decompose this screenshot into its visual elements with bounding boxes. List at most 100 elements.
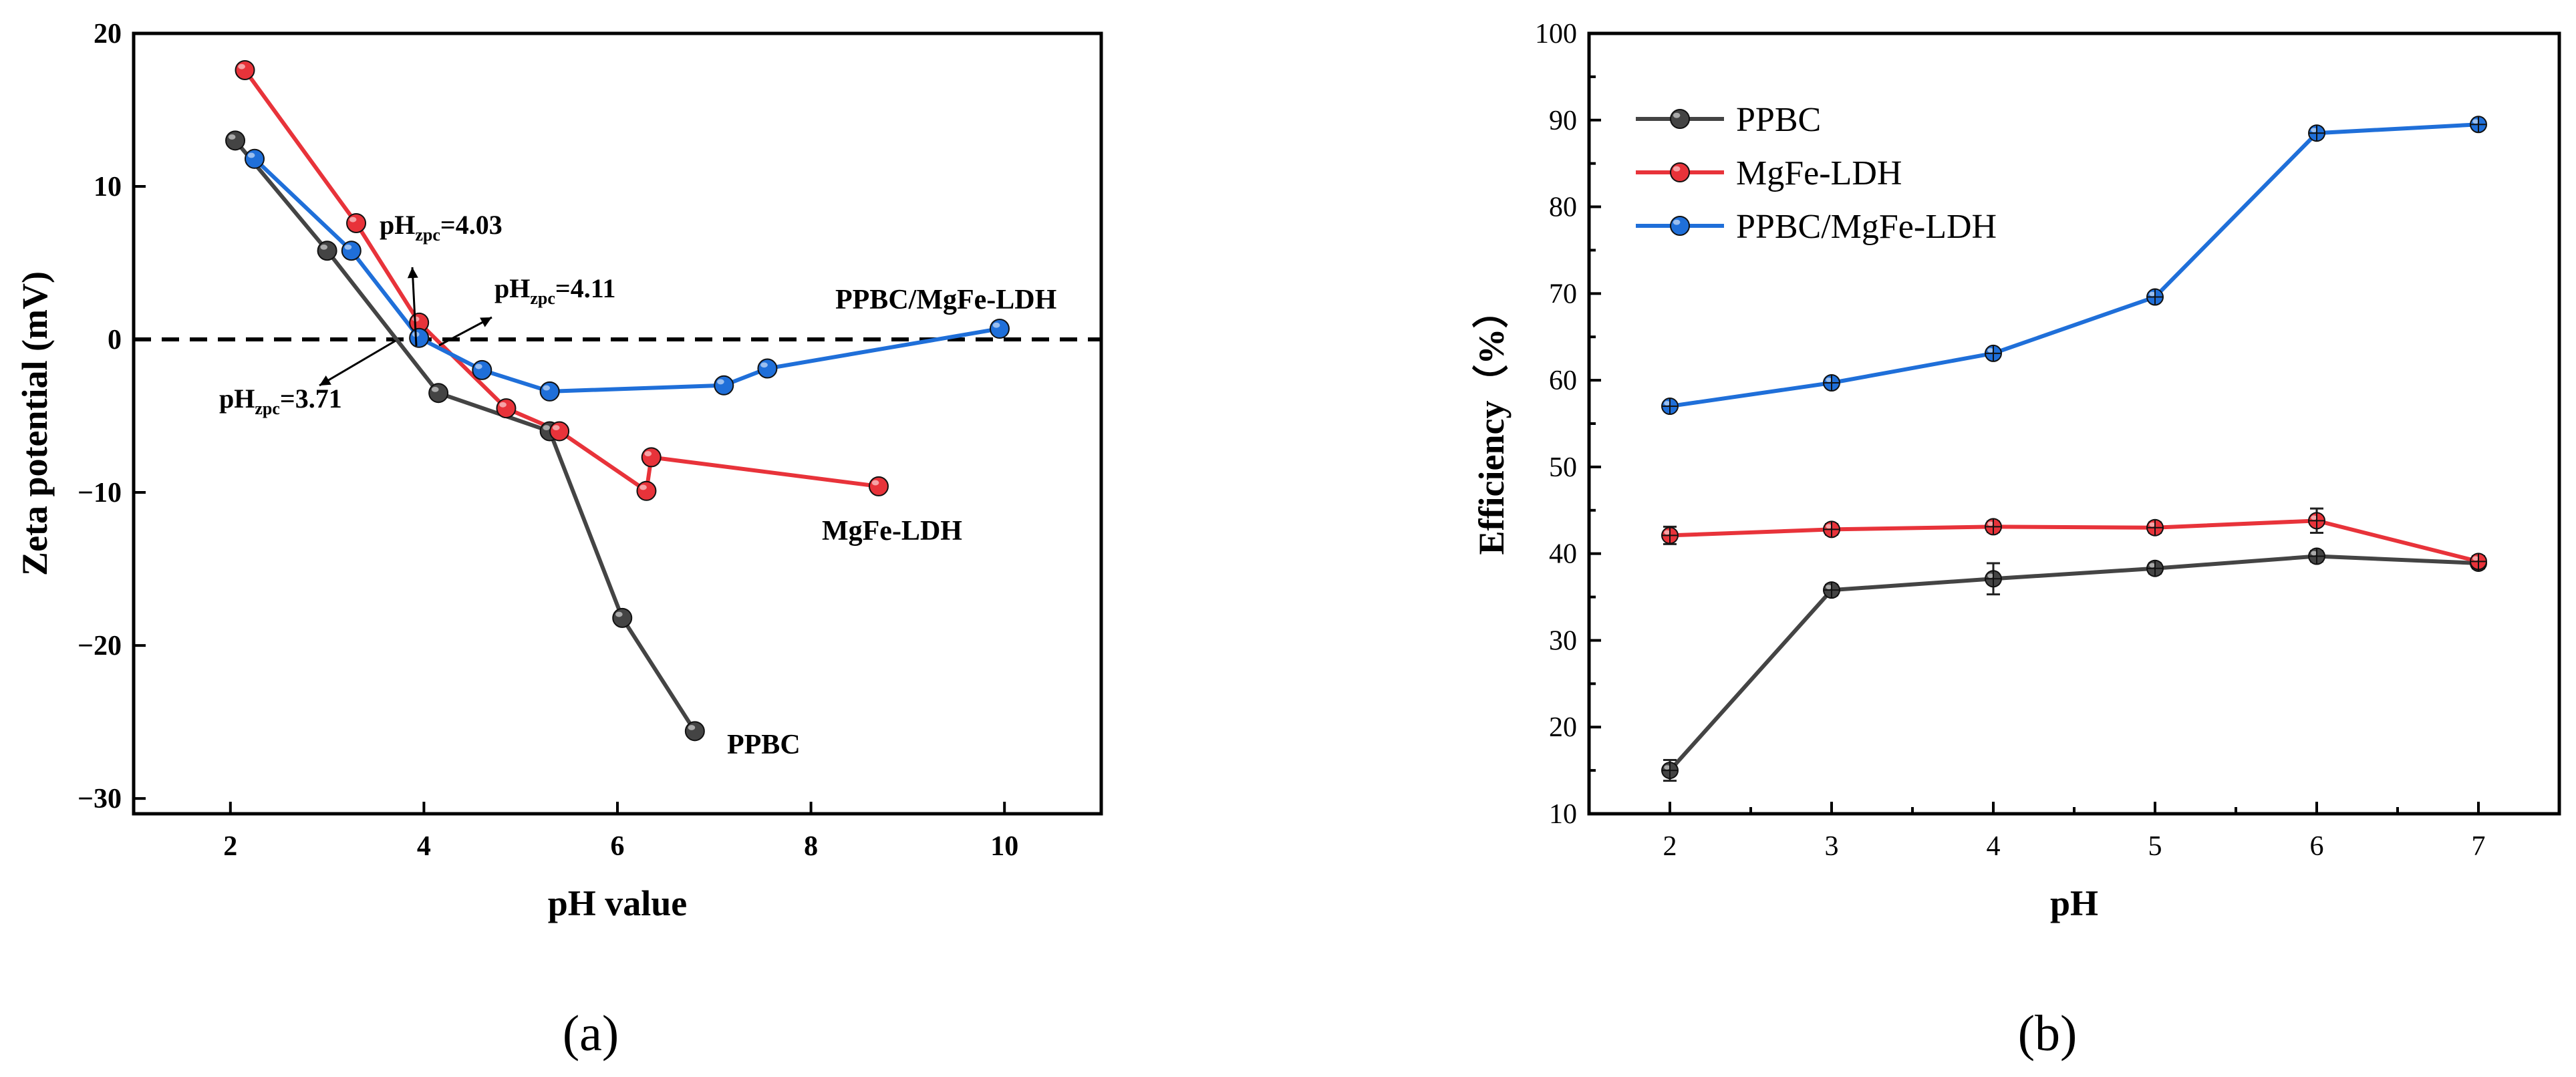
legend-label-ppbc-mgfe-ldh: PPBC/MgFe-LDH (1736, 208, 1997, 246)
point-mgfe-ldh-highlight (639, 484, 647, 490)
series-line-ppbc-mgfe-ldh (253, 157, 1000, 394)
point-ppbc-mgfe-ldh-highlight (760, 362, 768, 368)
y-tick-label: 100 (1535, 19, 1577, 49)
point-ppbc-mgfe-ldh (409, 327, 430, 348)
point-ppbc-highlight (1664, 765, 1671, 770)
x-tick-label: 10 (990, 831, 1018, 862)
legend-swatch-marker-mgfe-ldh-fill (1670, 162, 1690, 182)
legend-swatch-marker-ppbc-highlight (1673, 112, 1681, 118)
point-mgfe-ldh-highlight (644, 451, 652, 456)
annotation-arrow (319, 339, 396, 387)
series-line-ppbc (1668, 554, 2479, 772)
point-ppbc (684, 721, 705, 742)
x-tick-label: 2 (223, 831, 237, 862)
y-tick-label: −20 (78, 631, 122, 661)
series-line-ppbc (233, 139, 697, 732)
point-mgfe-ldh (641, 447, 662, 468)
y-tick-label: 90 (1549, 106, 1577, 136)
plot-frame (132, 31, 1103, 816)
series-label-mgfe-ldh: MgFe-LDH (822, 516, 962, 547)
point-ppbc-highlight (543, 425, 551, 431)
point-ppbc-mgfe-ldh (757, 358, 778, 379)
point-ppbc-mgfe-ldh-highlight (1664, 401, 1671, 406)
point-ppbc-highlight (2311, 551, 2317, 556)
series-line-ppbc-mgfe-ldh (1669, 122, 2479, 409)
point-mgfe-ldh-fill (549, 421, 570, 442)
point-ppbc-mgfe-ldh-highlight (1987, 347, 1994, 353)
point-mgfe-ldh-highlight (238, 63, 245, 69)
point-mgfe-ldh-highlight (2472, 556, 2479, 561)
point-mgfe-ldh-fill (496, 398, 517, 419)
legend-label-mgfe-ldh: MgFe-LDH (1736, 154, 1902, 192)
point-ppbc-mgfe-ldh (714, 375, 734, 396)
point-mgfe-ldh-fill (868, 476, 889, 496)
x-tick-label: 7 (2472, 831, 2486, 862)
point-mgfe-ldh (235, 59, 255, 80)
point-ppbc-mgfe-ldh (539, 381, 560, 402)
point-ppbc-mgfe-ldh-highlight (2311, 128, 2317, 133)
point-ppbc-mgfe-ldh-fill (539, 381, 560, 402)
point-ppbc-highlight (2149, 563, 2156, 568)
point-mgfe-ldh (868, 476, 889, 496)
series-label-ppbc: PPBC (727, 730, 801, 760)
panel-a-zeta-potential-chart: 2 4 6 8 10 −30 −20 −10 0 10 20 pH value Zeta potenti… (15, 19, 1103, 1062)
point-ppbc-mgfe-ldh (472, 359, 492, 380)
point-ppbc-highlight (688, 725, 696, 730)
x-axis-title: pH (2050, 883, 2098, 923)
y-tick-label: 70 (1549, 279, 1577, 309)
point-ppbc-mgfe-ldh-fill (989, 319, 1010, 339)
point-mgfe-ldh-highlight (2149, 522, 2156, 527)
point-mgfe-ldh-fill (641, 447, 662, 468)
legend-swatch-marker-mgfe-ldh-highlight (1673, 166, 1681, 172)
pHzpc-annotation: pHzpc=4.11 (494, 273, 616, 308)
point-mgfe-ldh-highlight (349, 216, 357, 222)
y-axis-title: Efficiency（%） (1471, 293, 1512, 555)
point-mgfe-ldh (496, 398, 517, 419)
legend-swatch-marker-ppbc (1670, 109, 1690, 129)
legend-swatch-marker-ppbc-fill (1670, 109, 1690, 129)
y-axis-title: Zeta potential (mV) (15, 271, 55, 576)
point-mgfe-ldh-fill (636, 480, 657, 501)
point-ppbc-mgfe-ldh-fill (245, 148, 265, 169)
point-ppbc-fill (428, 383, 449, 404)
legend-swatch-marker-ppbc-mgfe-ldh-highlight (1673, 219, 1681, 225)
point-mgfe-ldh-fill (346, 212, 367, 233)
pHzpc-annotation: pHzpc=3.71 (219, 383, 342, 418)
y-tick-label: 60 (1549, 365, 1577, 396)
point-ppbc-highlight (320, 244, 328, 250)
point-ppbc-mgfe-ldh-highlight (2149, 291, 2156, 297)
point-ppbc-highlight (1826, 585, 1832, 589)
arrow-head (407, 267, 418, 279)
y-tick-label: −10 (78, 478, 122, 508)
point-ppbc-mgfe-ldh-highlight (344, 244, 352, 250)
arrow-head (319, 375, 331, 386)
point-ppbc (317, 241, 337, 261)
point-ppbc-mgfe-ldh-highlight (992, 322, 1000, 328)
point-ppbc-mgfe-ldh-fill (757, 358, 778, 379)
point-ppbc-fill (225, 130, 246, 151)
x-tick-label: 6 (2310, 831, 2324, 862)
point-ppbc-highlight (1987, 573, 1994, 579)
point-mgfe-ldh (346, 212, 367, 233)
point-mgfe-ldh (549, 421, 570, 442)
point-mgfe-ldh-highlight (871, 480, 879, 486)
point-ppbc-mgfe-ldh-fill (472, 359, 492, 380)
point-ppbc-mgfe-ldh-fill (714, 375, 734, 396)
x-tick-label: 6 (611, 831, 625, 862)
y-tick-label: −30 (78, 784, 122, 814)
legend-swatch-marker-ppbc-mgfe-ldh (1670, 216, 1690, 236)
point-mgfe-ldh-fill (235, 59, 255, 80)
point-ppbc-mgfe-ldh-highlight (1826, 377, 1832, 382)
point-mgfe-ldh-highlight (2311, 515, 2317, 520)
point-ppbc-fill (317, 241, 337, 261)
point-mgfe-ldh-highlight (1664, 530, 1671, 535)
y-tick-label: 0 (108, 325, 122, 355)
point-ppbc-mgfe-ldh-highlight (543, 385, 551, 391)
panel-b-efficiency-chart: 2 3 4 5 6 7 10 20 30 40 50 60 70 80 90 100 pH Efficiency（… (1471, 19, 2561, 1062)
point-ppbc-mgfe-ldh-highlight (2472, 119, 2479, 124)
point-mgfe-ldh-highlight (499, 402, 507, 408)
x-axis-title: pH value (548, 883, 688, 923)
x-tick-label: 5 (2148, 831, 2162, 862)
point-ppbc (225, 130, 246, 151)
point-ppbc (428, 383, 449, 404)
